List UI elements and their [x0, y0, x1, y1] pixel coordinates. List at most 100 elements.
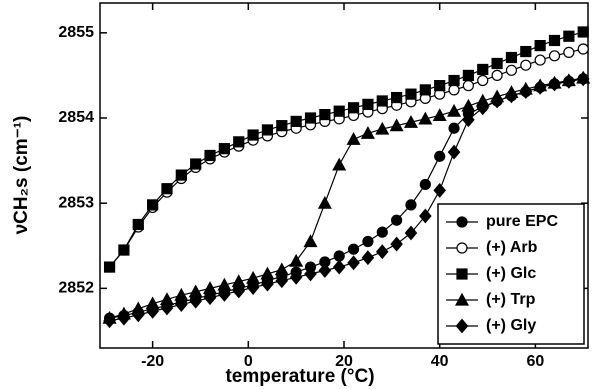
data-point — [117, 310, 131, 326]
legend-label: (+) Trp — [486, 291, 536, 308]
series-line — [109, 78, 584, 322]
data-point — [146, 303, 159, 319]
data-point — [391, 214, 403, 226]
data-point — [462, 69, 474, 82]
data-point — [491, 69, 503, 82]
data-point — [563, 30, 575, 42]
legend-marker — [454, 292, 470, 306]
data-point — [333, 250, 345, 262]
data-point — [404, 225, 418, 241]
data-point — [304, 112, 317, 124]
data-point — [548, 76, 561, 92]
y-axis-label: νCH₂s (cm⁻¹) — [11, 116, 32, 235]
data-point — [261, 124, 274, 136]
legend-label: (+) Gly — [486, 317, 536, 334]
data-point — [448, 84, 460, 96]
data-point — [175, 297, 188, 312]
data-point — [332, 259, 346, 275]
data-point — [218, 286, 231, 302]
data-point — [520, 45, 532, 58]
y-tick-label: 2855 — [58, 24, 94, 41]
x-tick-label: 0 — [244, 353, 253, 370]
legend-label: pure EPC — [486, 213, 558, 230]
data-point — [161, 183, 173, 195]
data-point — [490, 93, 504, 109]
data-point — [332, 157, 347, 171]
data-point — [261, 276, 274, 292]
data-point — [505, 51, 518, 64]
data-point — [403, 115, 418, 128]
data-point — [303, 234, 318, 248]
y-tick-label: 2854 — [58, 109, 94, 126]
data-point — [375, 121, 390, 135]
data-point — [389, 118, 404, 132]
data-point — [132, 218, 144, 231]
legend-marker — [455, 318, 469, 334]
data-point — [375, 244, 389, 260]
data-point — [218, 143, 230, 155]
data-point — [462, 112, 475, 128]
data-point — [318, 263, 332, 278]
data-point — [448, 74, 460, 87]
data-point — [434, 80, 446, 92]
data-point — [376, 226, 388, 238]
data-point — [434, 150, 446, 162]
data-point — [160, 300, 174, 316]
data-point — [362, 235, 374, 248]
data-point — [477, 74, 489, 87]
data-point — [347, 102, 360, 114]
data-point — [360, 126, 375, 139]
data-point — [274, 262, 289, 276]
data-point — [376, 95, 388, 107]
data-point — [534, 54, 546, 66]
data-point — [131, 307, 145, 323]
data-point — [189, 293, 202, 309]
data-point — [405, 88, 417, 100]
data-point — [204, 149, 216, 162]
data-point — [118, 244, 130, 256]
data-point — [276, 120, 288, 132]
data-point — [491, 57, 503, 70]
series-line — [109, 77, 584, 319]
y-tick-label: 2852 — [58, 280, 94, 297]
y-tick-label: 2853 — [58, 194, 94, 211]
data-point — [419, 208, 432, 224]
data-point — [391, 91, 403, 104]
data-point — [461, 98, 476, 112]
data-point — [562, 73, 576, 89]
data-point — [462, 80, 474, 92]
legend-label: (+) Glc — [486, 265, 536, 282]
legend-label: (+) Arb — [486, 239, 538, 256]
data-point — [477, 63, 489, 76]
legend-marker — [456, 242, 468, 254]
x-tick-label: -20 — [141, 353, 164, 370]
data-point — [304, 266, 317, 282]
data-point — [361, 250, 375, 266]
data-point — [447, 144, 461, 160]
data-point — [347, 255, 360, 271]
data-point — [577, 43, 589, 55]
data-point — [319, 108, 331, 121]
legend-marker — [456, 216, 468, 228]
data-point — [333, 105, 345, 117]
data-point — [433, 182, 446, 198]
data-point — [548, 34, 561, 47]
data-point — [390, 236, 403, 252]
data-point — [289, 269, 303, 285]
data-point — [533, 79, 547, 95]
data-point — [519, 84, 533, 100]
data-point — [275, 273, 289, 289]
data-point — [505, 88, 518, 104]
data-point — [289, 253, 304, 267]
data-point — [447, 103, 462, 117]
data-point — [505, 64, 518, 76]
data-point — [147, 199, 159, 211]
data-point — [247, 129, 259, 141]
data-point — [362, 98, 374, 110]
data-point — [476, 100, 490, 116]
x-tick-label: 20 — [335, 353, 353, 370]
data-point — [563, 46, 575, 59]
data-point — [576, 71, 590, 87]
x-tick-label: 60 — [526, 353, 544, 370]
